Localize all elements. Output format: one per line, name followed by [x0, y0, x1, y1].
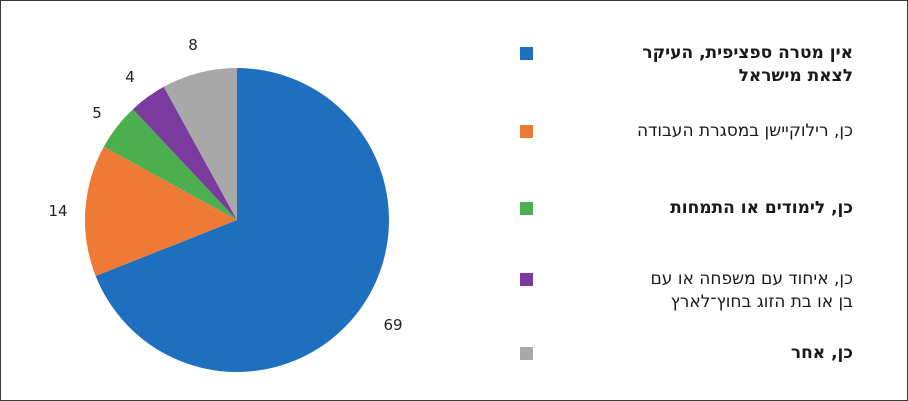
pie-data-labels: 69 14 5 4 8 — [48, 36, 402, 334]
legend-swatch-purple — [520, 273, 533, 286]
legend-item-studies: כן, לימודים או התמחות — [520, 197, 870, 220]
pie-slice-relocation — [84, 146, 237, 276]
legend-item-other: כן, אחר — [520, 342, 870, 365]
legend-swatch-green — [520, 202, 533, 215]
pie-slice-studies — [103, 109, 237, 220]
legend-label: כן, רילוקיישן במסגרת העבודה — [636, 121, 853, 141]
pie-slice-family-reunion — [132, 86, 237, 220]
legend-item-relocation: כן, רילוקיישן במסגרת העבודה — [520, 120, 870, 143]
data-label-studies: 5 — [92, 104, 102, 122]
data-label-relocation: 14 — [48, 202, 67, 220]
legend-swatch-orange — [520, 125, 533, 138]
data-label-no-specific-goal: 69 — [383, 316, 402, 334]
legend-item-no-specific-goal: אין מטרה ספציפית, העיקר לצאת מישראל — [520, 42, 870, 88]
pie-slices — [84, 68, 389, 372]
legend-swatch-gray — [520, 347, 533, 360]
pie-slice-other — [163, 68, 237, 220]
legend-label: כן, אחר — [790, 343, 853, 363]
legend-swatch-blue — [520, 47, 533, 60]
legend-label: אין מטרה ספציפית, העיקר לצאת מישראל — [642, 43, 853, 86]
legend-label: כן, איחוד עם משפחה או עם בן או בת הזוג ב… — [650, 269, 854, 312]
legend-item-family-reunion: כן, איחוד עם משפחה או עם בן או בת הזוג ב… — [520, 268, 870, 314]
data-label-family-reunion: 4 — [125, 68, 135, 86]
legend-label: כן, לימודים או התמחות — [670, 198, 853, 218]
data-label-other: 8 — [188, 36, 198, 54]
pie-slice-no-specific-goal — [95, 68, 389, 372]
